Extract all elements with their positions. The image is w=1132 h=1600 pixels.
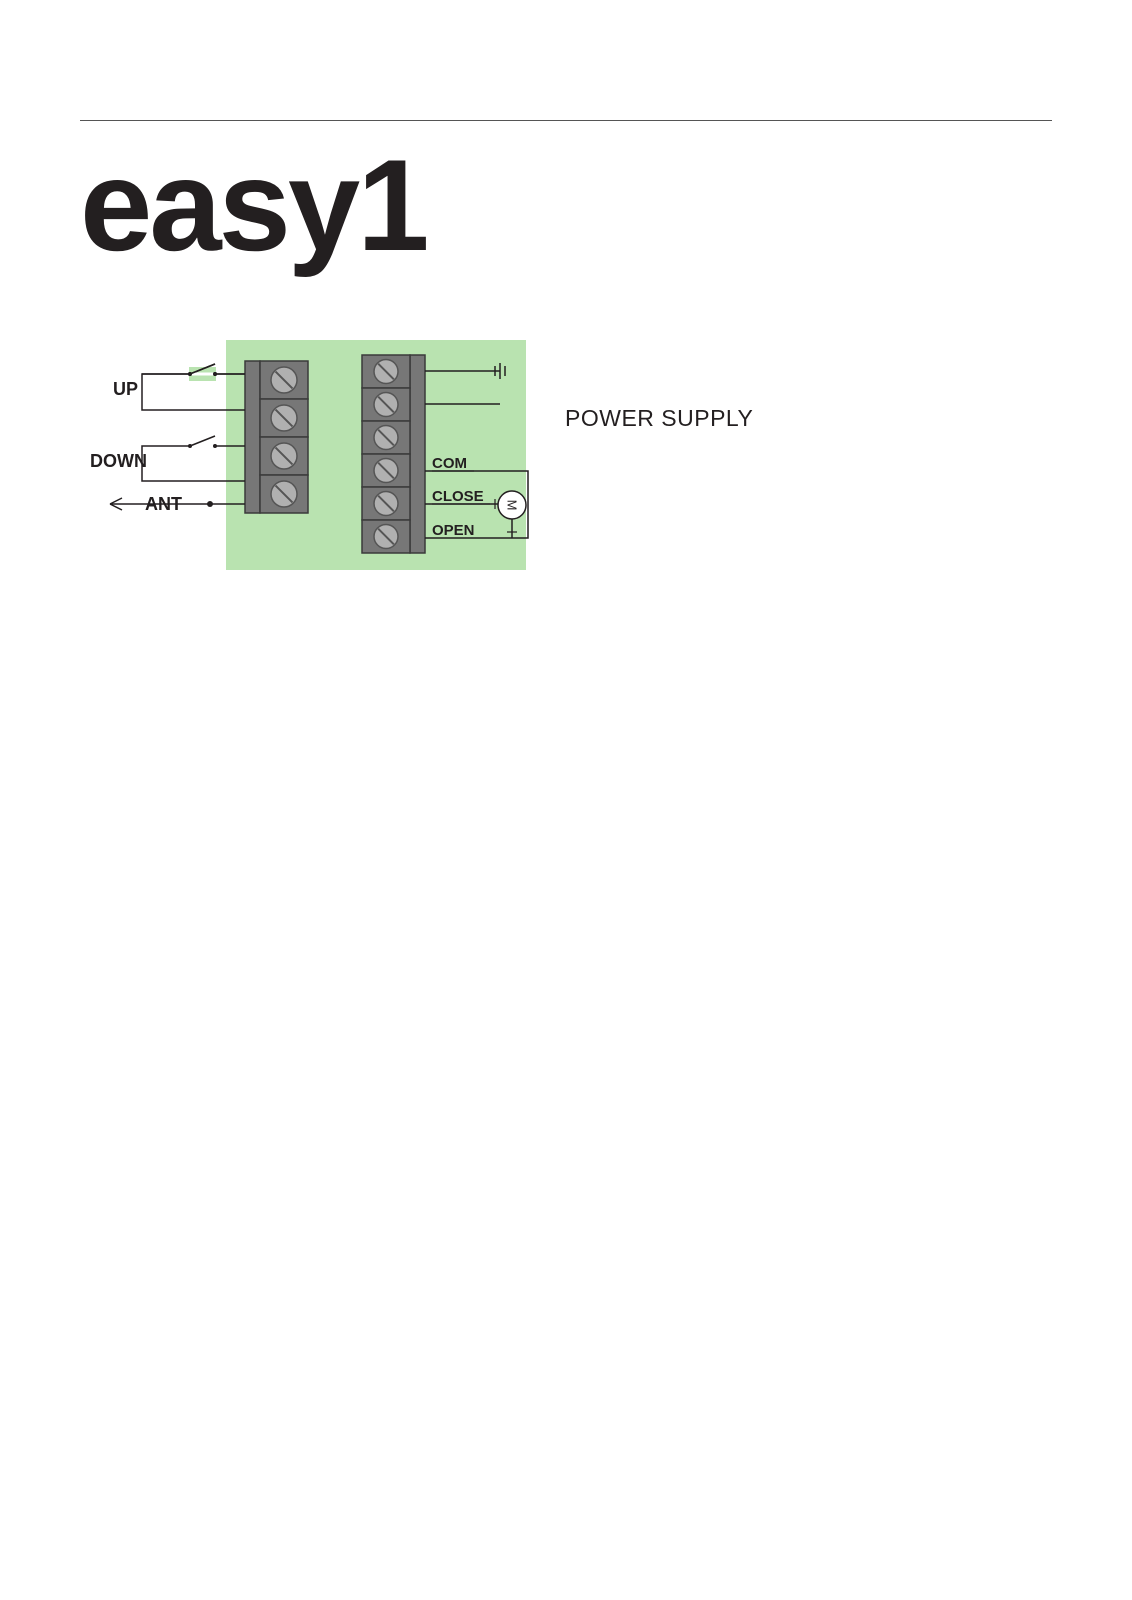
svg-text:DOWN: DOWN bbox=[90, 451, 147, 471]
svg-text:M: M bbox=[505, 500, 520, 511]
page-title: easy1 bbox=[80, 130, 427, 280]
wiring-diagram: UPDOWNANTCOMCLOSEOPENM bbox=[80, 340, 780, 600]
divider bbox=[80, 120, 1052, 121]
svg-text:COM: COM bbox=[432, 455, 467, 472]
svg-text:OPEN: OPEN bbox=[432, 522, 475, 539]
svg-text:UP: UP bbox=[113, 379, 138, 399]
svg-text:CLOSE: CLOSE bbox=[432, 488, 484, 505]
diagram-svg: UPDOWNANTCOMCLOSEOPENM bbox=[80, 340, 780, 600]
